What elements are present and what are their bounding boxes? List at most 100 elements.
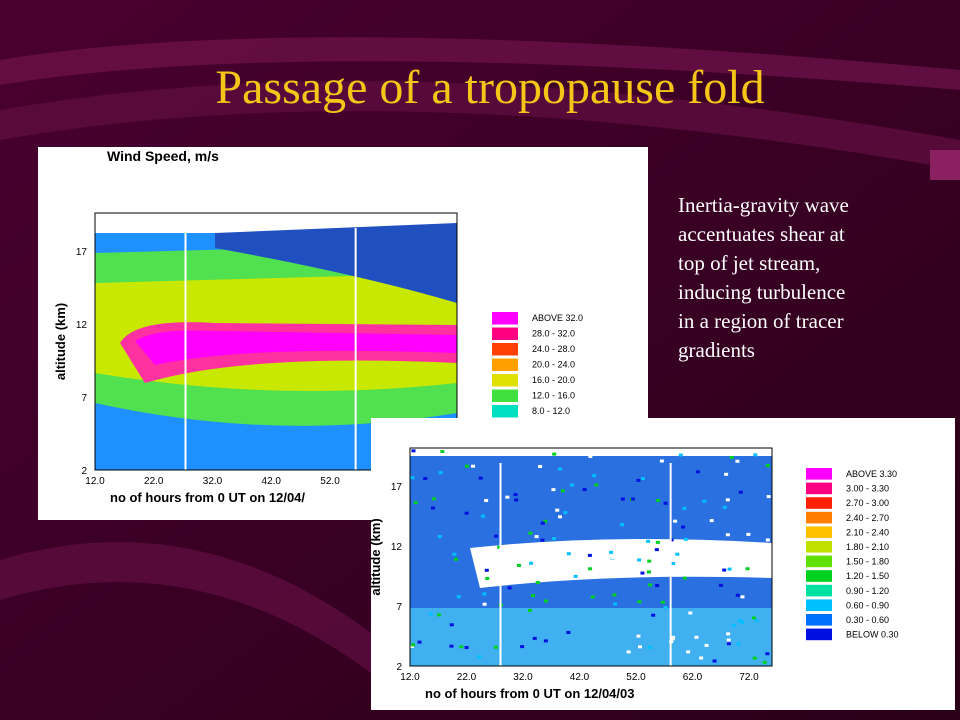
speckle [646,539,651,543]
speckle [620,497,625,501]
speckle [430,506,435,510]
legend-swatch [806,599,832,611]
speckle [558,467,563,471]
legend-label: 24.0 - 28.0 [532,344,575,354]
legend-label: ABOVE 32.0 [532,313,583,323]
speckle [485,576,490,580]
speckle [675,552,680,556]
speckle [507,586,512,590]
speckle [751,616,756,620]
heat-region [215,223,457,303]
speckle [752,656,757,660]
legend-swatch [806,468,832,480]
heat-region [410,608,772,666]
legend-swatch [492,389,518,402]
speckle [699,656,704,660]
speckle [613,602,618,606]
legend-label: 1.80 - 2.10 [846,542,889,552]
speckle [410,645,415,649]
body-line: Inertia-gravity wave [678,193,849,217]
speckle [688,611,693,615]
legend-swatch [492,327,518,340]
speckle [551,488,556,492]
speckle [413,501,418,505]
plot: Wind Speed, m/s 17 12 7 212.0 22.0 32.0 42.0 52.… [38,147,648,520]
speckle [731,623,736,627]
speckle [459,645,464,649]
speckle [464,464,469,468]
speckle [663,501,668,505]
speckle [569,483,574,487]
speckle [464,646,469,650]
legend-swatch [806,526,832,538]
accent [930,150,960,180]
speckle [555,508,560,512]
speckle [534,535,539,539]
speckle [428,612,433,616]
speckle [594,483,599,487]
speckle [746,532,751,536]
speckle [754,619,759,623]
y-axis-label: altitude (km) [368,518,383,595]
speckle [647,559,652,563]
legend-swatch [492,374,518,387]
speckle [456,595,461,599]
speckle [437,448,442,452]
speckle [753,453,758,457]
legend-swatch [806,482,832,495]
speckle [543,639,548,643]
legend-label: 20.0 - 24.0 [532,360,575,370]
y-tick-label: 2 [396,662,402,673]
speckle [637,600,642,604]
speckle [735,459,740,463]
speckle [654,548,659,552]
speckle [505,495,510,499]
legend-label: ABOVE 3.30 [846,469,897,479]
x-tick-label: 12.0 [85,476,105,487]
speckle [449,644,454,648]
speckle [588,455,593,459]
speckle [431,497,436,501]
legend-swatch [806,614,832,626]
y-tick-label: 12 [391,542,403,553]
speckle [620,523,625,527]
speckle [740,620,745,624]
speckle [520,645,525,649]
legend-swatch [492,405,518,418]
speckle [540,521,545,525]
speckle [640,476,645,480]
speckle [745,567,750,571]
speckle [552,452,557,456]
speckle [558,515,563,519]
speckle [712,659,717,663]
speckle [494,534,499,538]
legend-label: 1.20 - 1.50 [846,571,889,581]
speckle [528,531,533,535]
speckle [640,571,645,575]
x-axis-label: no of hours from 0 UT on 12/04/03 [425,686,634,701]
legend-label: 2.40 - 2.70 [846,513,889,523]
speckle [656,498,661,502]
speckle [538,464,543,468]
speckle [452,552,457,556]
speckle [529,561,534,565]
speckle [587,553,592,557]
speckle [626,650,631,654]
legend-label: 0.60 - 0.90 [846,600,889,610]
speckle [612,593,617,597]
speckle [411,643,416,647]
x-tick-label: 32.0 [203,476,223,487]
legend-swatch [806,541,832,553]
speckle [411,449,416,453]
body-line: in a region of tracer [678,309,844,333]
speckle [471,464,476,468]
x-tick-label: 62.0 [683,672,703,683]
slide-title: Passage of a tropopause fold [215,61,764,114]
speckle [737,619,742,623]
x-tick-label: 42.0 [570,672,590,683]
speckle [532,636,537,640]
speckle [765,538,770,542]
stripe [0,81,960,170]
legend-swatch [806,570,832,582]
